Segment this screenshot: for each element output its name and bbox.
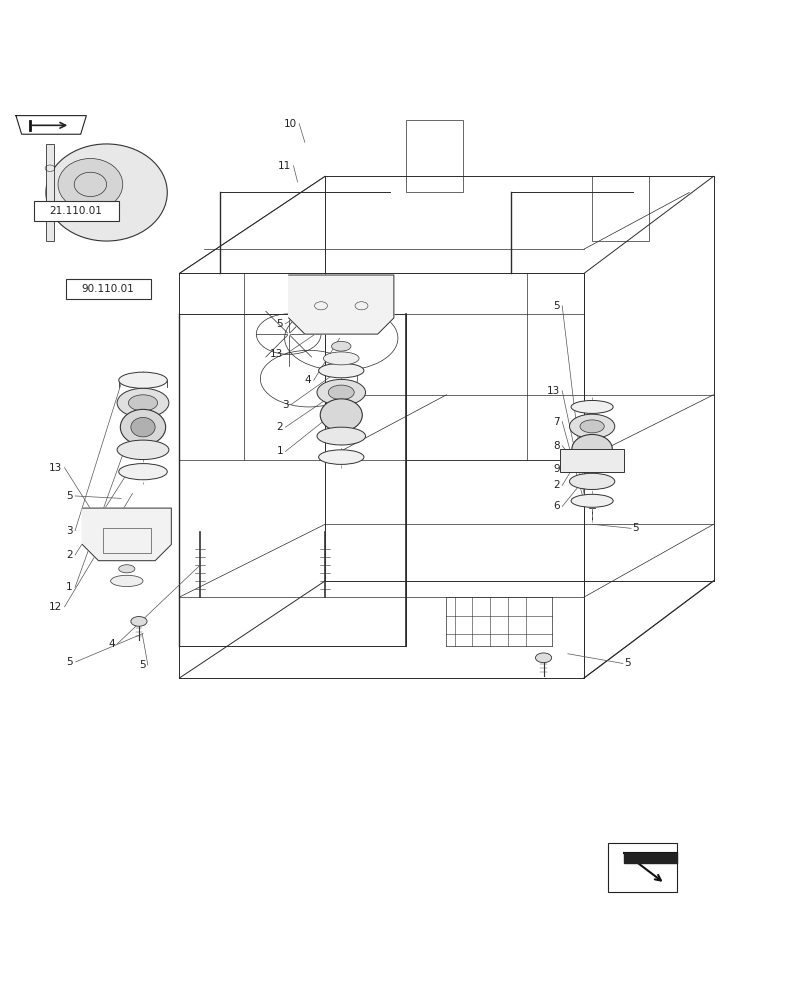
Text: 5: 5: [66, 657, 72, 667]
Ellipse shape: [316, 427, 365, 445]
Text: 13: 13: [269, 349, 283, 359]
Text: 5: 5: [276, 319, 283, 329]
Text: 4: 4: [304, 375, 311, 385]
Ellipse shape: [58, 159, 122, 210]
Ellipse shape: [110, 575, 143, 587]
Text: 2: 2: [276, 422, 283, 432]
Ellipse shape: [118, 372, 167, 388]
Ellipse shape: [328, 385, 354, 400]
Text: 7: 7: [552, 417, 559, 427]
Text: 5: 5: [66, 491, 72, 501]
Text: 5: 5: [624, 658, 630, 668]
Text: 1: 1: [276, 446, 283, 456]
Text: 3: 3: [281, 400, 288, 410]
Text: 3: 3: [66, 526, 72, 536]
Ellipse shape: [316, 379, 365, 405]
Ellipse shape: [331, 341, 350, 351]
Ellipse shape: [318, 450, 363, 464]
Polygon shape: [16, 116, 86, 134]
Text: 5: 5: [552, 301, 559, 311]
Bar: [406, 120, 462, 192]
Ellipse shape: [131, 617, 147, 626]
Text: 6: 6: [552, 501, 559, 511]
Ellipse shape: [569, 414, 614, 438]
Bar: [591, 176, 648, 241]
Text: 10: 10: [283, 119, 296, 129]
Bar: [46, 144, 54, 241]
Ellipse shape: [570, 400, 612, 413]
Text: 5: 5: [139, 660, 145, 670]
Text: 9: 9: [552, 464, 559, 474]
Bar: [66, 279, 151, 299]
Ellipse shape: [571, 434, 611, 464]
Ellipse shape: [570, 494, 612, 507]
Ellipse shape: [569, 473, 614, 489]
Text: 4: 4: [108, 639, 114, 649]
Text: 13: 13: [49, 463, 62, 473]
Text: 13: 13: [546, 386, 559, 396]
Bar: [559, 449, 624, 472]
Ellipse shape: [117, 388, 169, 417]
Bar: [102, 528, 151, 553]
Ellipse shape: [323, 352, 358, 365]
Bar: [34, 201, 118, 221]
Text: 11: 11: [277, 161, 290, 171]
Text: 2: 2: [552, 480, 559, 490]
Ellipse shape: [318, 363, 363, 378]
Ellipse shape: [128, 395, 157, 411]
Ellipse shape: [579, 420, 603, 433]
Text: 1: 1: [66, 582, 72, 592]
Text: 2: 2: [66, 550, 72, 560]
Ellipse shape: [320, 399, 362, 431]
Bar: [607, 843, 676, 892]
Text: 12: 12: [49, 602, 62, 612]
Text: 8: 8: [552, 441, 559, 451]
Text: 21.110.01: 21.110.01: [49, 206, 102, 216]
Ellipse shape: [534, 653, 551, 663]
Ellipse shape: [131, 417, 155, 437]
Ellipse shape: [120, 409, 165, 445]
Polygon shape: [82, 508, 171, 561]
Text: 5: 5: [632, 523, 638, 533]
Ellipse shape: [118, 464, 167, 480]
Text: 90.110.01: 90.110.01: [82, 284, 135, 294]
Polygon shape: [624, 853, 676, 863]
Polygon shape: [288, 275, 393, 334]
Ellipse shape: [117, 440, 169, 460]
Ellipse shape: [118, 565, 135, 573]
Ellipse shape: [46, 144, 167, 241]
